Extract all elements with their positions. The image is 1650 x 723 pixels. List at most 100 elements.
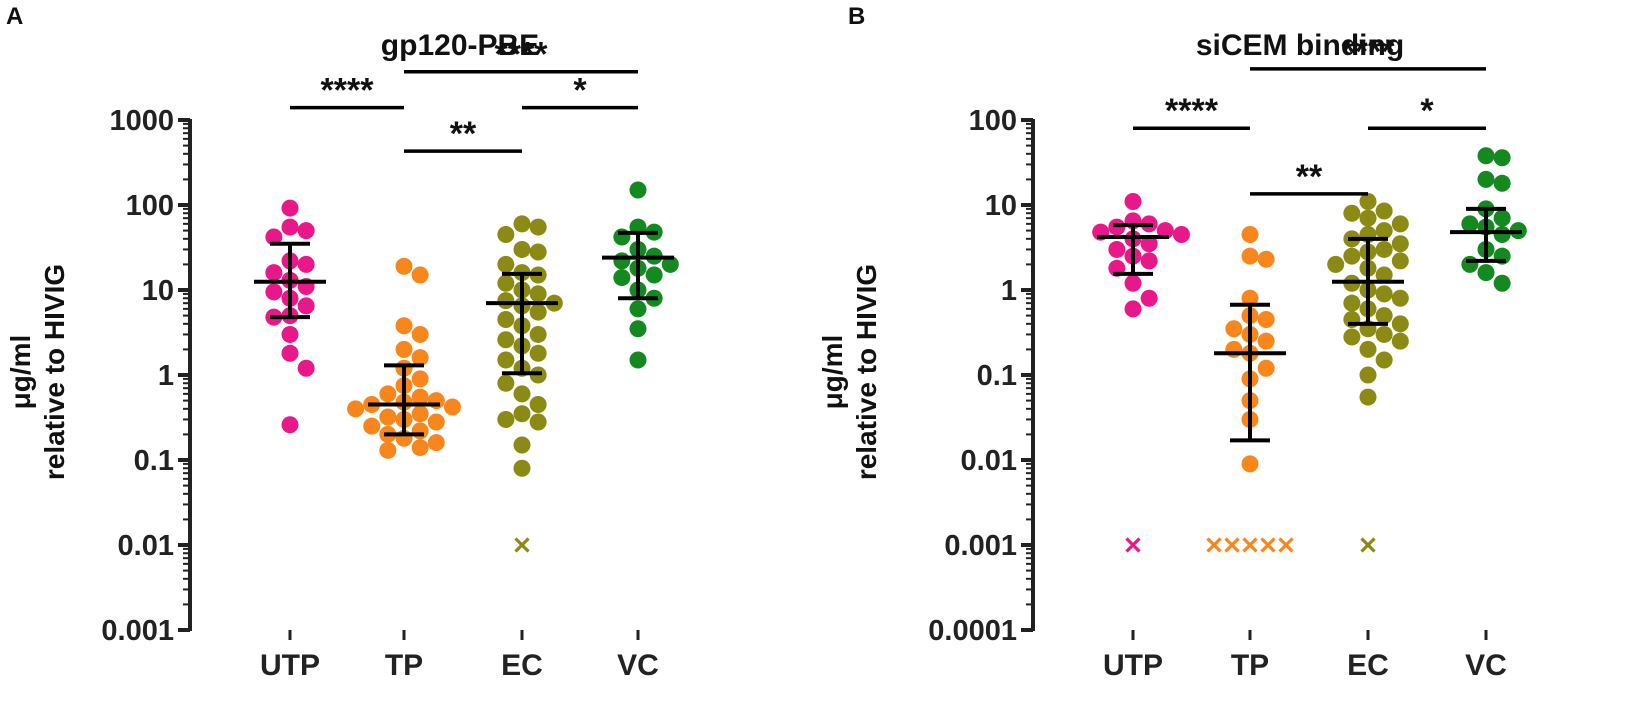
data-point bbox=[1241, 247, 1259, 265]
data-point bbox=[1359, 388, 1377, 406]
data-point bbox=[1375, 222, 1393, 240]
data-point bbox=[1343, 294, 1361, 312]
y-tick-label: 0.001 bbox=[101, 615, 174, 647]
data-point bbox=[497, 351, 515, 369]
significance-bar: * bbox=[1368, 92, 1486, 130]
data-point bbox=[513, 385, 531, 403]
data-point bbox=[1257, 359, 1275, 377]
y-tick-label: 0.0001 bbox=[928, 615, 1017, 647]
x-category-label: UTP bbox=[1103, 649, 1163, 682]
data-point bbox=[513, 215, 531, 233]
significance-bar: **** bbox=[290, 72, 404, 110]
y-tick-label: 1 bbox=[1001, 275, 1017, 307]
data-point bbox=[411, 422, 429, 440]
data-point bbox=[1375, 240, 1393, 258]
data-point bbox=[281, 344, 299, 362]
data-point bbox=[1124, 300, 1142, 318]
data-point bbox=[427, 392, 445, 410]
data-point bbox=[613, 252, 631, 270]
data-point bbox=[1493, 225, 1511, 243]
x-category-label: VC bbox=[617, 649, 659, 682]
group-tp bbox=[1206, 225, 1294, 553]
data-point bbox=[1359, 366, 1377, 384]
y-axis-label: relative to HIVIG bbox=[851, 264, 882, 480]
data-point bbox=[427, 413, 445, 431]
data-point bbox=[411, 405, 429, 423]
data-point bbox=[1327, 255, 1345, 273]
data-point bbox=[281, 218, 299, 236]
group-vc bbox=[1450, 147, 1527, 292]
chart-title: gp120-PBE bbox=[381, 29, 539, 62]
data-point bbox=[497, 310, 515, 328]
data-point bbox=[1493, 149, 1511, 167]
group-utp bbox=[1092, 192, 1190, 553]
data-point bbox=[529, 218, 547, 236]
data-point bbox=[497, 331, 515, 349]
undetectable-marker bbox=[1260, 537, 1276, 553]
data-point bbox=[1359, 340, 1377, 358]
data-point bbox=[497, 274, 515, 292]
y-tick-label: 100 bbox=[969, 105, 1017, 137]
undetectable-marker-stroke bbox=[1224, 537, 1240, 553]
data-point bbox=[529, 243, 547, 261]
data-point bbox=[497, 255, 515, 273]
data-point bbox=[443, 398, 461, 416]
data-point bbox=[629, 300, 647, 318]
data-point bbox=[1156, 222, 1174, 240]
y-tick-label: 10 bbox=[985, 190, 1017, 222]
data-point bbox=[497, 410, 515, 428]
y-tick-label: 1 bbox=[158, 360, 174, 392]
data-point bbox=[379, 408, 397, 426]
data-point bbox=[1343, 247, 1361, 265]
data-point bbox=[1477, 170, 1495, 188]
significance-label: **** bbox=[495, 36, 549, 74]
data-point bbox=[529, 285, 547, 303]
data-point bbox=[427, 434, 445, 452]
y-axis-label: μg/ml bbox=[5, 335, 36, 410]
data-point bbox=[281, 416, 299, 434]
x-category-label: TP bbox=[1231, 649, 1269, 682]
data-point bbox=[629, 320, 647, 338]
x-category-label: EC bbox=[501, 649, 543, 682]
data-point bbox=[1241, 455, 1259, 473]
data-point bbox=[1391, 252, 1409, 270]
data-point bbox=[411, 439, 429, 457]
data-point bbox=[265, 228, 283, 246]
significance-label: **** bbox=[1342, 33, 1396, 71]
undetectable-marker-stroke bbox=[1242, 537, 1258, 553]
data-point bbox=[1391, 215, 1409, 233]
data-point bbox=[395, 317, 413, 335]
group-vc bbox=[602, 181, 679, 369]
data-point bbox=[1375, 266, 1393, 284]
data-point bbox=[497, 292, 515, 310]
data-point bbox=[411, 370, 429, 388]
data-point bbox=[1124, 274, 1142, 292]
undetectable-marker bbox=[514, 537, 530, 553]
data-point bbox=[629, 181, 647, 199]
y-tick-label: 0.001 bbox=[944, 530, 1017, 562]
data-point bbox=[513, 459, 531, 477]
y-tick-label: 10 bbox=[142, 275, 174, 307]
data-point bbox=[297, 297, 315, 315]
data-point bbox=[497, 374, 515, 392]
undetectable-marker bbox=[1278, 537, 1294, 553]
data-point bbox=[629, 351, 647, 369]
significance-bar: **** bbox=[1133, 92, 1250, 130]
y-tick-label: 0.1 bbox=[977, 360, 1017, 392]
data-point bbox=[1391, 289, 1409, 307]
data-point bbox=[529, 413, 547, 431]
data-point bbox=[529, 344, 547, 362]
data-point bbox=[281, 325, 299, 343]
data-point bbox=[265, 283, 283, 301]
data-point bbox=[1375, 325, 1393, 343]
data-point bbox=[1375, 351, 1393, 369]
data-point bbox=[379, 441, 397, 459]
x-category-label: TP bbox=[385, 649, 423, 682]
data-point bbox=[1461, 215, 1479, 233]
data-point bbox=[1108, 240, 1126, 258]
data-point bbox=[1124, 192, 1142, 210]
data-point bbox=[1343, 328, 1361, 346]
undetectable-marker-stroke bbox=[1360, 537, 1376, 553]
